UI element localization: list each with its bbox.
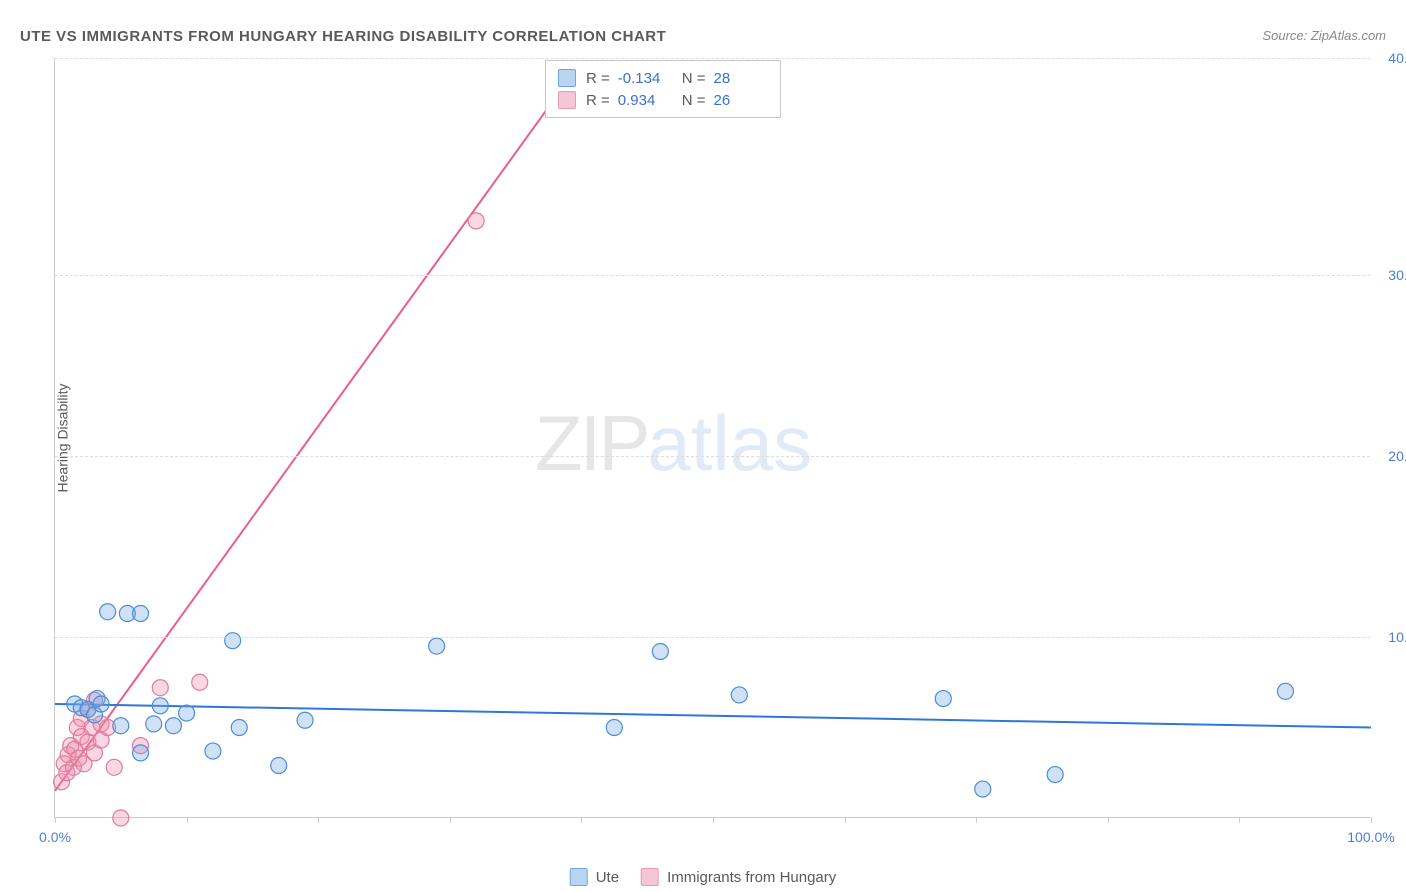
data-point: [429, 638, 445, 654]
data-point: [93, 696, 109, 712]
legend-label-hungary: Immigrants from Hungary: [667, 869, 836, 886]
x-tick: [581, 817, 582, 823]
stat-r-label: R =: [586, 70, 610, 87]
data-point: [146, 716, 162, 732]
swatch-ute: [558, 69, 576, 87]
data-point: [225, 633, 241, 649]
x-tick: [318, 817, 319, 823]
data-point: [606, 720, 622, 736]
x-tick: [1371, 817, 1372, 823]
data-point: [165, 718, 181, 734]
x-tick: [450, 817, 451, 823]
data-point: [133, 745, 149, 761]
x-tick-label: 0.0%: [39, 829, 71, 845]
y-tick-label: 30.0%: [1388, 267, 1406, 283]
data-point: [113, 810, 129, 826]
data-point: [652, 644, 668, 660]
swatch-hungary: [558, 91, 576, 109]
data-point: [935, 691, 951, 707]
x-tick: [845, 817, 846, 823]
swatch-hungary: [641, 868, 659, 886]
data-point: [152, 680, 168, 696]
x-tick: [187, 817, 188, 823]
trend-line: [55, 62, 581, 791]
data-point: [133, 606, 149, 622]
plot-svg: [55, 58, 1370, 817]
y-tick-label: 20.0%: [1388, 448, 1406, 464]
data-point: [271, 758, 287, 774]
legend-item-ute: Ute: [570, 868, 619, 886]
x-tick: [1239, 817, 1240, 823]
data-point: [106, 759, 122, 775]
source-attribution: Source: ZipAtlas.com: [1262, 28, 1386, 43]
stat-n-ute: 28: [714, 70, 768, 87]
x-tick: [1108, 817, 1109, 823]
legend-item-hungary: Immigrants from Hungary: [641, 868, 836, 886]
grid-line: [55, 456, 1370, 457]
data-point: [100, 604, 116, 620]
data-point: [731, 687, 747, 703]
stats-panel: R = -0.134 N = 28 R = 0.934 N = 26: [545, 60, 781, 118]
bottom-legend: Ute Immigrants from Hungary: [570, 868, 837, 886]
x-tick: [713, 817, 714, 823]
stat-n-label: N =: [682, 92, 706, 109]
data-point: [113, 718, 129, 734]
data-point: [152, 698, 168, 714]
data-point: [297, 712, 313, 728]
x-tick-label: 100.0%: [1347, 829, 1394, 845]
legend-label-ute: Ute: [596, 869, 619, 886]
swatch-ute: [570, 868, 588, 886]
stat-n-hungary: 26: [714, 92, 768, 109]
trend-line: [55, 704, 1371, 728]
data-point: [205, 743, 221, 759]
stat-r-hungary: 0.934: [618, 92, 672, 109]
stat-n-label: N =: [682, 70, 706, 87]
data-point: [975, 781, 991, 797]
grid-line: [55, 637, 1370, 638]
data-point: [231, 720, 247, 736]
x-tick: [976, 817, 977, 823]
grid-line: [55, 58, 1370, 59]
stat-r-label: R =: [586, 92, 610, 109]
plot-area: ZIPatlas R = -0.134 N = 28 R = 0.934 N =…: [54, 58, 1370, 818]
data-point: [192, 674, 208, 690]
stats-row-ute: R = -0.134 N = 28: [558, 67, 768, 89]
grid-line: [55, 275, 1370, 276]
data-point: [468, 213, 484, 229]
y-tick-label: 10.0%: [1388, 629, 1406, 645]
data-point: [1047, 767, 1063, 783]
x-tick: [55, 817, 56, 823]
data-point: [179, 705, 195, 721]
y-tick-label: 40.0%: [1388, 50, 1406, 66]
chart-title: UTE VS IMMIGRANTS FROM HUNGARY HEARING D…: [20, 28, 666, 45]
stats-row-hungary: R = 0.934 N = 26: [558, 89, 768, 111]
stat-r-ute: -0.134: [618, 70, 672, 87]
data-point: [1277, 683, 1293, 699]
